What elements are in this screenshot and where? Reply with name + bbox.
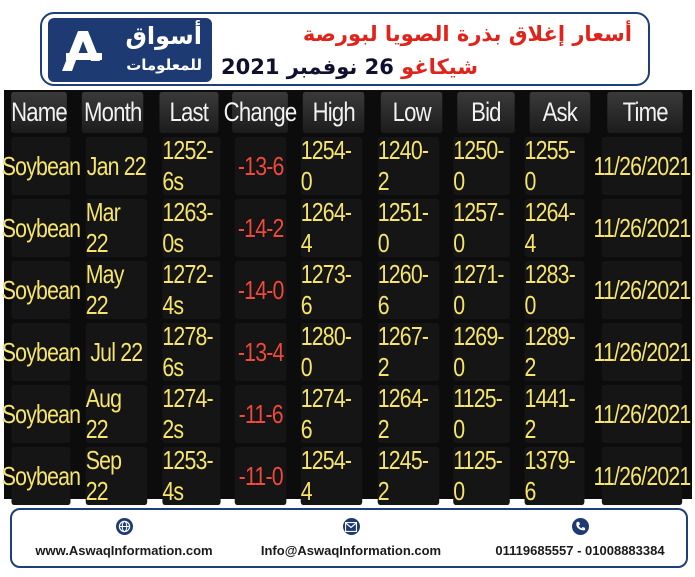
column-header-time: Time [606, 92, 683, 133]
table-row: Soybean Mar 22 1263-0s -14-2 1264-4 1251-0 125… [2, 197, 692, 259]
cell-high: 1273-6 [300, 259, 362, 320]
cell-month: Sep 22 [85, 445, 147, 506]
closing-date: 26 نوفمبر 2021 [221, 55, 394, 79]
column-header-last: Last [158, 92, 218, 133]
cell-ask: 1289-2 [524, 321, 585, 382]
column-header-ask: Ask [529, 92, 590, 133]
cell-time: 11/26/2021 [594, 447, 691, 505]
column-header-change: Change [224, 92, 297, 133]
cell-high: 1274-6 [300, 383, 362, 444]
cell-change: -14-0 [234, 261, 287, 319]
envelope-icon [342, 518, 360, 535]
soybean-price-table: Name Month Last Change High Low Bid Ask Time Soy… [2, 90, 692, 506]
cell-month: May 22 [85, 259, 147, 320]
cell-month: Aug 22 [85, 383, 147, 444]
cell-change: -11-0 [234, 447, 287, 505]
website-link[interactable]: www.AswaqInformation.com [35, 543, 213, 558]
cell-month: Mar 22 [85, 197, 147, 258]
email-item: Info@AswaqInformation.com [248, 518, 454, 558]
cell-bid: 1125-0 [453, 383, 511, 444]
cell-name: Soybean [2, 137, 81, 195]
exchange-name: شيكاغو [401, 55, 478, 79]
cell-name: Soybean [2, 199, 81, 257]
logo-text-line2: للمعلومات [126, 56, 202, 74]
cell-high: 1254-0 [300, 135, 362, 196]
table-header-row: Name Month Last Change High Low Bid Ask Time [4, 90, 692, 135]
cell-change: -13-6 [234, 137, 287, 195]
header-banner: أسواق للمعلومات أسعار إغلاق بذرة الصويا … [40, 12, 650, 86]
table-row: Soybean Jul 22 1278-6s -13-4 1280-0 1267-2 126… [2, 321, 692, 383]
cell-last: 1263-0s [162, 197, 221, 258]
cell-last: 1252-6s [162, 135, 221, 196]
cell-high: 1280-0 [300, 321, 362, 382]
cell-name: Soybean [2, 385, 81, 443]
table-row: Soybean Sep 22 1253-4s -11-0 1254-4 1245-2 112… [2, 445, 692, 507]
cell-bid: 1257-0 [453, 197, 511, 258]
cell-change: -14-2 [234, 199, 287, 257]
table-row: Soybean Jan 22 1252-6s -13-6 1254-0 1240-2 125… [2, 135, 692, 197]
page-subtitle: شيكاغو 26 نوفمبر 2021 [221, 55, 478, 79]
cell-ask: 1379-6 [524, 445, 585, 506]
cell-time: 11/26/2021 [594, 323, 691, 381]
cell-low: 1260-6 [377, 259, 439, 320]
cell-high: 1264-4 [300, 197, 362, 258]
aswaq-logo: أسواق للمعلومات [48, 18, 212, 82]
cell-low: 1264-2 [377, 383, 439, 444]
cell-bid: 1269-0 [453, 321, 511, 382]
cell-name: Soybean [2, 447, 81, 505]
cell-ask: 1255-0 [524, 135, 585, 196]
cell-bid: 1271-0 [453, 259, 511, 320]
page-title: أسعار إغلاق بذرة الصويا لبورصة [302, 22, 632, 46]
contact-footer: www.AswaqInformation.com Info@AswaqInfor… [10, 508, 688, 568]
cell-high: 1254-4 [300, 445, 362, 506]
column-header-bid: Bid [457, 92, 515, 133]
cell-time: 11/26/2021 [594, 385, 691, 443]
cell-low: 1251-0 [377, 197, 439, 258]
phone-numbers[interactable]: 01119685557 - 01008883384 [495, 543, 665, 558]
table-row: Soybean Aug 22 1274-2s -11-6 1274-6 1264-2 112… [2, 383, 692, 445]
cell-low: 1245-2 [377, 445, 439, 506]
globe-icon [115, 518, 133, 535]
cell-time: 11/26/2021 [594, 199, 691, 257]
cell-last: 1278-6s [162, 321, 221, 382]
cell-ask: 1283-0 [524, 259, 585, 320]
logo-text-line1: أسواق [125, 22, 202, 50]
column-header-high: High [302, 92, 365, 133]
cell-low: 1267-2 [377, 321, 439, 382]
table-row: Soybean May 22 1272-4s -14-0 1273-6 1260-6 127… [2, 259, 692, 321]
cell-change: -11-6 [234, 385, 287, 443]
email-link[interactable]: Info@AswaqInformation.com [260, 543, 442, 558]
cell-change: -13-4 [234, 323, 287, 381]
cell-ask: 1441-2 [524, 383, 585, 444]
cell-bid: 1125-0 [453, 445, 511, 506]
column-header-month: Month [81, 92, 144, 133]
cell-name: Soybean [2, 323, 81, 381]
phone-item: 01119685557 - 01008883384 [478, 518, 682, 558]
cell-bid: 1250-0 [453, 135, 511, 196]
cell-time: 11/26/2021 [594, 261, 691, 319]
aswaq-a-logo-icon [62, 31, 102, 71]
cell-time: 11/26/2021 [594, 137, 691, 195]
cell-last: 1272-4s [162, 259, 221, 320]
cell-last: 1253-4s [162, 445, 221, 506]
column-header-name: Name [11, 92, 68, 133]
cell-month: Jan 22 [85, 137, 147, 195]
cell-month: Jul 22 [85, 323, 147, 381]
column-header-low: Low [380, 92, 443, 133]
cell-last: 1274-2s [162, 383, 221, 444]
cell-low: 1240-2 [377, 135, 439, 196]
phone-icon [571, 518, 589, 535]
cell-ask: 1264-4 [524, 197, 585, 258]
cell-name: Soybean [2, 261, 81, 319]
website-item: www.AswaqInformation.com [18, 518, 230, 558]
